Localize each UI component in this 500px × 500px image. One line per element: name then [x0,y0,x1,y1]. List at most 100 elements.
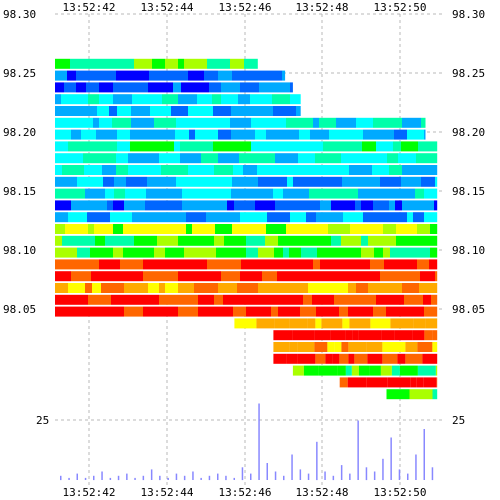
heatmap-cell [290,82,293,93]
heatmap-cell [328,224,350,234]
heatmap-cell [197,141,213,152]
heatmap-cell [61,94,77,105]
heatmap-cell [306,224,328,234]
heatmap-cell [93,58,101,69]
heatmap-cell [216,247,237,258]
heatmap-cell [424,188,438,199]
heatmap-cell [240,271,256,282]
heatmap-cell [299,188,309,199]
heatmap-cell [237,247,246,258]
heatmap-cell [132,94,151,105]
heatmap-cell [119,294,142,305]
heatmap-cell [150,141,159,152]
heatmap-cell [139,283,148,293]
heatmap-cell [309,188,315,199]
heatmap-cell [266,224,286,234]
x-tick-label-bottom: 13:52:46 [219,486,272,499]
heatmap-cell [195,188,208,199]
heatmap-cell [145,200,164,211]
volume-bar [192,471,194,480]
heatmap-cell [221,271,240,282]
volume-bar [324,471,326,480]
heatmap-cell [424,212,438,223]
heatmap-cell [259,70,282,81]
heatmap-cell [275,153,298,164]
heatmap-cell [256,271,262,282]
heatmap-cell [101,70,116,81]
heatmap-cell [275,200,288,211]
heatmap-cell [109,106,117,116]
heatmap-cell [413,318,426,329]
heatmap-cell [358,188,373,199]
heatmap-cell [198,306,217,317]
heatmap-cell [419,283,425,293]
heatmap-cell [386,306,396,317]
heatmap-cell [178,271,191,282]
heatmap-cell [369,365,381,376]
heatmap-cell [131,82,148,93]
heatmap-cell [349,200,355,211]
heatmap-cell [74,117,80,128]
heatmap-cell [212,94,221,105]
heatmap-cell [290,94,299,105]
order-book-bands [55,58,438,400]
heatmap-cell [275,176,287,187]
heatmap-cell [143,306,163,317]
heatmap-cell [165,283,178,293]
heatmap-cell [218,129,231,140]
heatmap-cell [157,235,178,246]
heatmap-cell [128,153,148,164]
heatmap-cell [221,94,238,105]
heatmap-cell [420,271,435,282]
heatmap-cell [274,318,290,329]
heatmap-cell [381,330,395,341]
heatmap-cell [145,247,154,258]
heatmap-cell [184,58,207,69]
heatmap-cell [287,271,307,282]
heatmap-cell [289,129,299,140]
heatmap-cell [333,271,350,282]
heatmap-cell [380,365,392,376]
heatmap-cell [119,58,134,69]
heatmap-cell [282,70,286,81]
heatmap-cell [124,283,139,293]
heatmap-cell [217,306,233,317]
y-tick-label-right: 98.10 [452,244,485,257]
heatmap-cell [159,283,165,293]
heatmap-cell [249,224,257,234]
heatmap-cell [410,377,417,388]
heatmap-cell [384,129,394,140]
heatmap-cell [288,200,305,211]
heatmap-cell [55,259,74,270]
heatmap-cell [182,200,205,211]
heatmap-cell [394,117,402,128]
heatmap-cell [396,224,417,234]
heatmap-cell [296,259,313,270]
volume-tick-label-left: 25 [36,414,49,427]
heatmap-cell [362,176,380,187]
heatmap-cell [435,176,438,187]
heatmap-cell [416,235,436,246]
heatmap-cell [354,353,368,364]
heatmap-cell [67,70,76,81]
volume-bar [349,473,351,480]
heatmap-cell [258,283,273,293]
heatmap-cell [132,212,143,223]
heatmap-cell [150,106,171,116]
heatmap-cell [55,294,65,305]
heatmap-cell [101,283,124,293]
heatmap-cell [386,389,410,400]
heatmap-cell [330,330,346,341]
heatmap-cell [296,106,301,116]
heatmap-cell [240,129,255,140]
heatmap-cell [298,165,310,175]
heatmap-cell [334,342,342,352]
heatmap-cell [243,165,249,175]
heatmap-cell [301,247,317,258]
heatmap-cell [55,306,62,317]
heatmap-cell [301,235,314,246]
heatmap-cell [436,141,438,152]
volume-bar [365,467,368,481]
x-tick-label-bottom: 13:52:42 [63,486,116,499]
heatmap-cell [265,235,278,246]
